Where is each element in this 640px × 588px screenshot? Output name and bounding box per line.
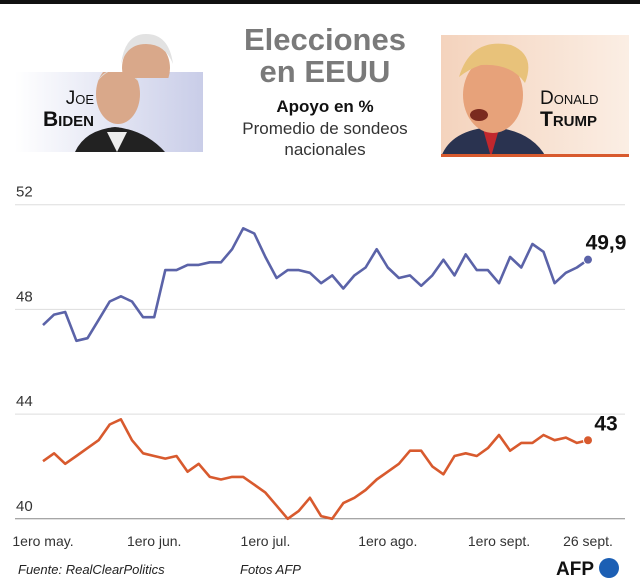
biden-photo xyxy=(15,72,203,152)
title-line: Elecciones xyxy=(244,22,406,57)
x-tick-label: 1ero ago. xyxy=(358,533,417,549)
subtitle: Apoyo en % xyxy=(276,97,374,116)
y-tick-label: 52 xyxy=(16,184,33,201)
afp-logo: AFP xyxy=(556,558,619,581)
portrait-top xyxy=(121,34,173,78)
trump-name: Donald Trump xyxy=(540,88,624,131)
value-label: 43 xyxy=(594,412,617,435)
top-bar xyxy=(0,0,640,4)
value-label: 49,9 xyxy=(586,232,627,255)
logo-text: AFP xyxy=(556,559,594,580)
first-name: Joe xyxy=(65,88,94,109)
description: Promedio de sondeos nacionales xyxy=(242,119,408,159)
x-tick-label: 26 sept. xyxy=(563,533,613,549)
end-point xyxy=(583,435,593,446)
x-tick-label: 1ero jun. xyxy=(127,533,181,549)
series-line xyxy=(42,227,589,343)
x-tick-label: 1ero jul. xyxy=(241,533,291,549)
source: Fuente: RealClearPolitics xyxy=(18,562,165,577)
biden-head xyxy=(103,28,193,78)
y-tick-label: 44 xyxy=(16,393,33,410)
y-tick-label: 48 xyxy=(16,288,33,305)
series-line xyxy=(42,418,589,521)
last-name: Biden xyxy=(42,108,94,131)
photo-credit: Fotos AFP xyxy=(240,562,301,577)
title-line: en EEUU xyxy=(259,54,391,89)
portrait xyxy=(75,72,165,152)
trump-photo xyxy=(441,35,629,157)
last-name: Trump xyxy=(540,108,597,131)
first-name: Donald xyxy=(540,88,599,109)
portrait xyxy=(441,43,546,157)
biden-name: Joe Biden xyxy=(30,88,94,131)
x-tick-label: 1ero may. xyxy=(12,533,73,549)
y-tick-label: 40 xyxy=(16,498,33,515)
end-point xyxy=(583,254,593,265)
x-tick-label: 1ero sept. xyxy=(468,533,530,549)
